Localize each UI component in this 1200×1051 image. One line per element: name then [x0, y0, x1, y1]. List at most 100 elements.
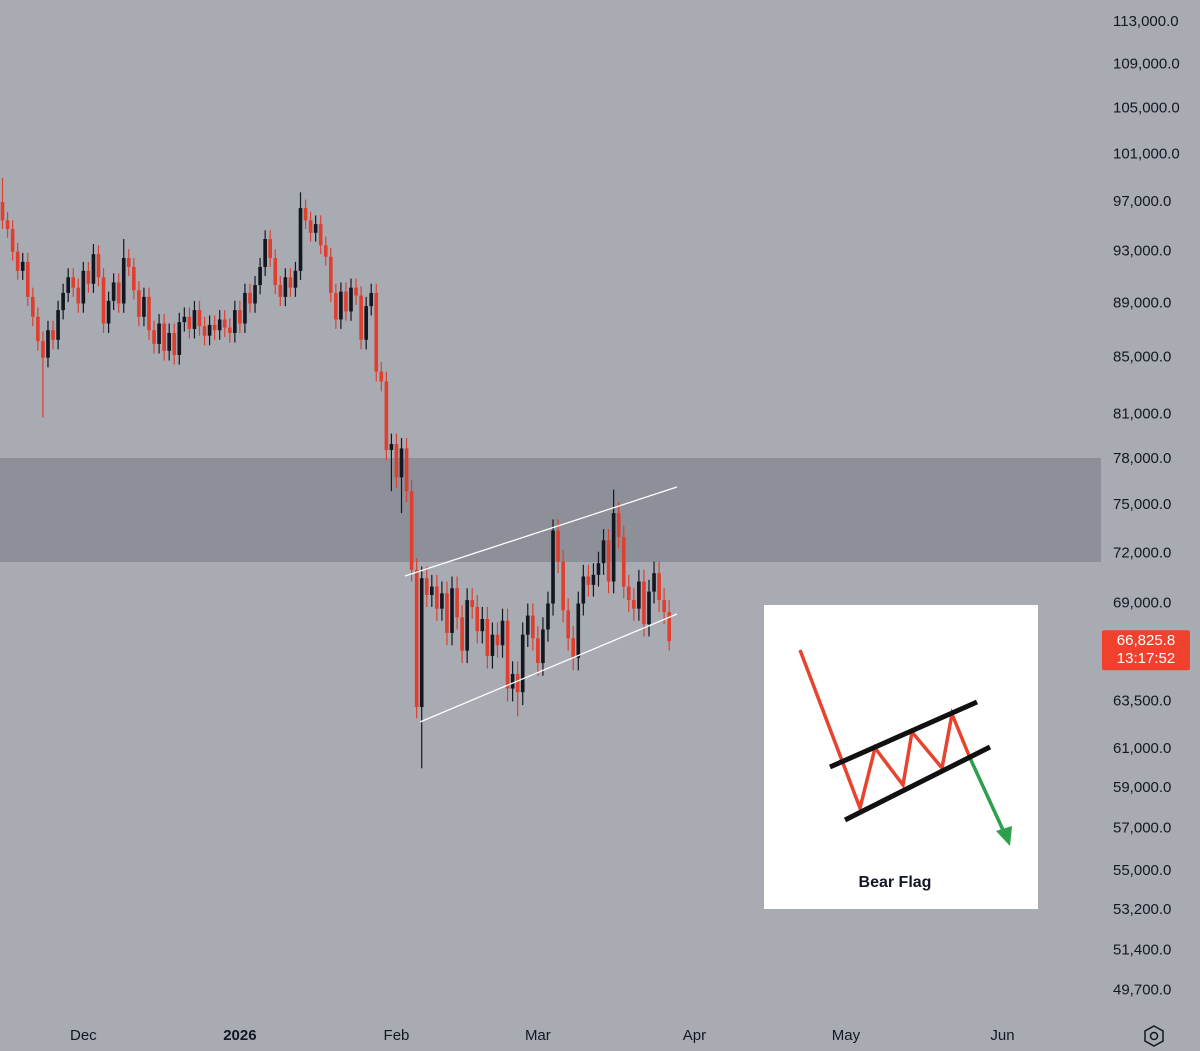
last-price-label: 66,825.8 — [1117, 632, 1175, 649]
candle-body — [0, 201, 5, 221]
candle-body — [91, 254, 96, 284]
y-tick-label: 72,000.0 — [1113, 544, 1171, 561]
candle-body — [263, 239, 267, 267]
candle-body — [642, 581, 646, 625]
x-tick-label: Mar — [525, 1027, 551, 1044]
candle-body — [177, 322, 182, 355]
candle-body — [424, 578, 429, 596]
countdown-label: 13:17:52 — [1117, 650, 1175, 667]
candle-body — [192, 310, 197, 329]
candle-body — [71, 277, 76, 288]
candle-body — [490, 634, 495, 656]
candle-body — [354, 287, 358, 296]
candle-body — [480, 619, 485, 632]
candle-body — [81, 270, 86, 304]
candle-body — [222, 319, 227, 328]
candle-body — [51, 330, 55, 340]
candle-body — [500, 620, 505, 646]
candle-body — [541, 629, 545, 664]
candle-body — [475, 606, 480, 632]
candle-body — [510, 673, 515, 689]
inset: Bear Flag — [764, 605, 1038, 909]
candle-body — [116, 282, 121, 304]
candle-body — [132, 266, 136, 291]
candle-body — [399, 448, 404, 478]
y-tick-label: 105,000.0 — [1113, 100, 1180, 117]
candle-body — [626, 586, 631, 601]
settings-icon[interactable] — [1144, 1025, 1164, 1047]
candle-body — [56, 310, 60, 340]
candle-body — [435, 586, 439, 609]
x-tick-label: May — [832, 1027, 861, 1044]
y-tick-label: 78,000.0 — [1113, 450, 1171, 467]
candle-body — [283, 277, 288, 297]
candle-body — [238, 310, 242, 324]
candle-body — [313, 224, 318, 233]
candle-body — [293, 270, 298, 288]
candle-body — [10, 229, 15, 252]
candle-body — [445, 593, 449, 633]
settings-hex[interactable] — [1144, 1025, 1164, 1047]
candle-body — [596, 563, 601, 575]
candle-body — [515, 673, 520, 693]
candle-body — [227, 327, 232, 333]
candle-body — [167, 332, 172, 351]
y-tick-label: 85,000.0 — [1113, 349, 1171, 366]
candle-body — [394, 443, 399, 478]
candle-body — [520, 634, 525, 693]
candle-body — [318, 224, 323, 246]
candle-body — [308, 220, 313, 233]
candle-body — [142, 296, 146, 317]
candle-body — [268, 239, 273, 258]
x-tick-label: Feb — [384, 1027, 410, 1044]
y-tick-label: 97,000.0 — [1113, 193, 1171, 210]
candle-body — [637, 581, 641, 609]
candle-body — [339, 291, 343, 320]
flag-path — [798, 649, 972, 814]
candle-body — [404, 448, 409, 492]
candle-body — [41, 341, 45, 358]
candle-body — [531, 615, 535, 639]
candle-body — [15, 251, 20, 271]
candle-body — [616, 513, 621, 538]
x-tick-label: Apr — [683, 1027, 706, 1044]
candle-body — [76, 287, 81, 304]
candle-body — [536, 638, 540, 664]
candle-body — [632, 600, 636, 609]
candle-body — [248, 292, 252, 304]
y-tick-label: 49,700.0 — [1113, 981, 1171, 998]
candle-body — [187, 316, 192, 329]
candle-body — [25, 261, 30, 297]
candle-body — [172, 332, 177, 355]
candle-body — [31, 296, 35, 317]
candle-body — [121, 257, 126, 304]
candle-body — [233, 310, 237, 333]
candle-body — [586, 576, 591, 585]
candle-body — [202, 326, 207, 336]
y-tick-label: 113,000.0 — [1113, 13, 1179, 30]
candle-body — [298, 208, 303, 271]
y-tick-label: 61,000.0 — [1113, 740, 1171, 757]
candle-body — [258, 266, 262, 286]
candle-body — [334, 292, 338, 320]
inset-box — [764, 605, 1038, 909]
y-tick-label: 93,000.0 — [1113, 243, 1171, 260]
candle-body — [606, 540, 611, 582]
candle-body — [253, 285, 257, 304]
candle-body — [273, 257, 278, 286]
candle-body — [349, 287, 353, 312]
candle-body — [657, 573, 661, 601]
candle-body — [525, 615, 530, 635]
candle-body — [601, 540, 606, 564]
x-tick-label: 2026 — [223, 1027, 256, 1044]
candle-body — [566, 610, 570, 639]
candle-body — [197, 310, 202, 327]
candle-body — [364, 306, 368, 340]
candle-body — [551, 530, 555, 604]
axes: 113,000.0 109,000.0 105,000.0 101,000.0 97,0… — [70, 13, 1190, 1044]
candles — [0, 177, 672, 769]
candle-body — [465, 600, 469, 651]
settings-dot[interactable] — [1149, 1031, 1159, 1041]
